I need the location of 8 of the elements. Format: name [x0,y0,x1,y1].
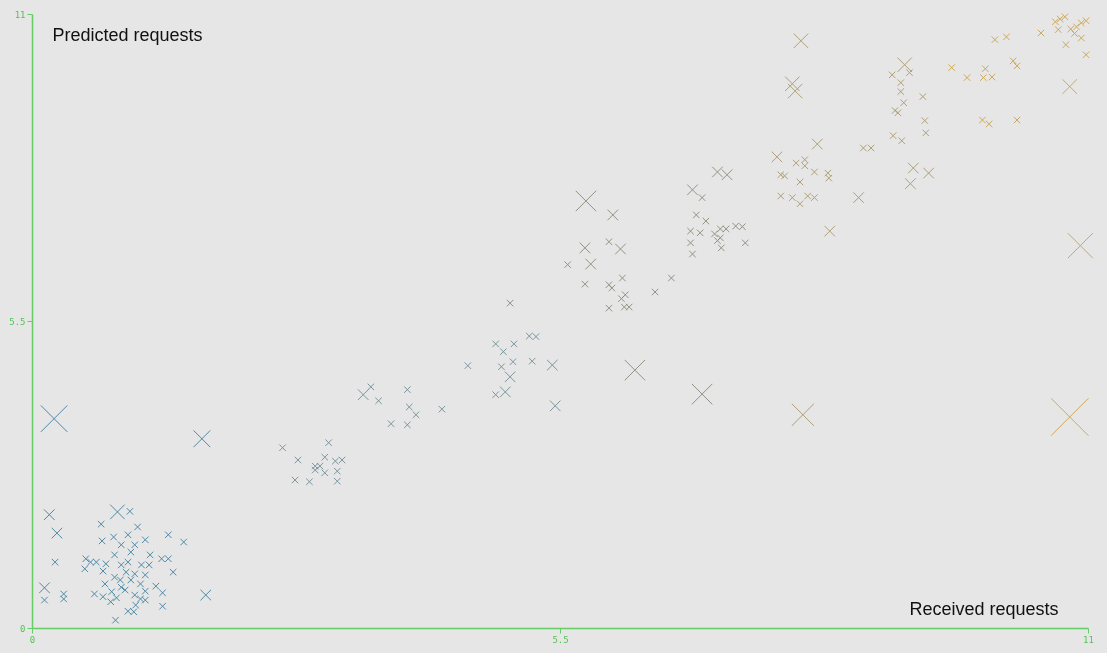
y-tick-label: 5.5 [9,316,26,327]
y-axis-title: Predicted requests [52,24,203,45]
x-tick-label: 11 [1083,634,1094,645]
y-tick-label: 0 [20,623,26,634]
x-tick-label: 5.5 [552,634,569,645]
x-axis-title: Received requests [909,598,1059,619]
x-tick-label: 0 [29,634,36,645]
y-tick-label: 11 [14,9,26,20]
